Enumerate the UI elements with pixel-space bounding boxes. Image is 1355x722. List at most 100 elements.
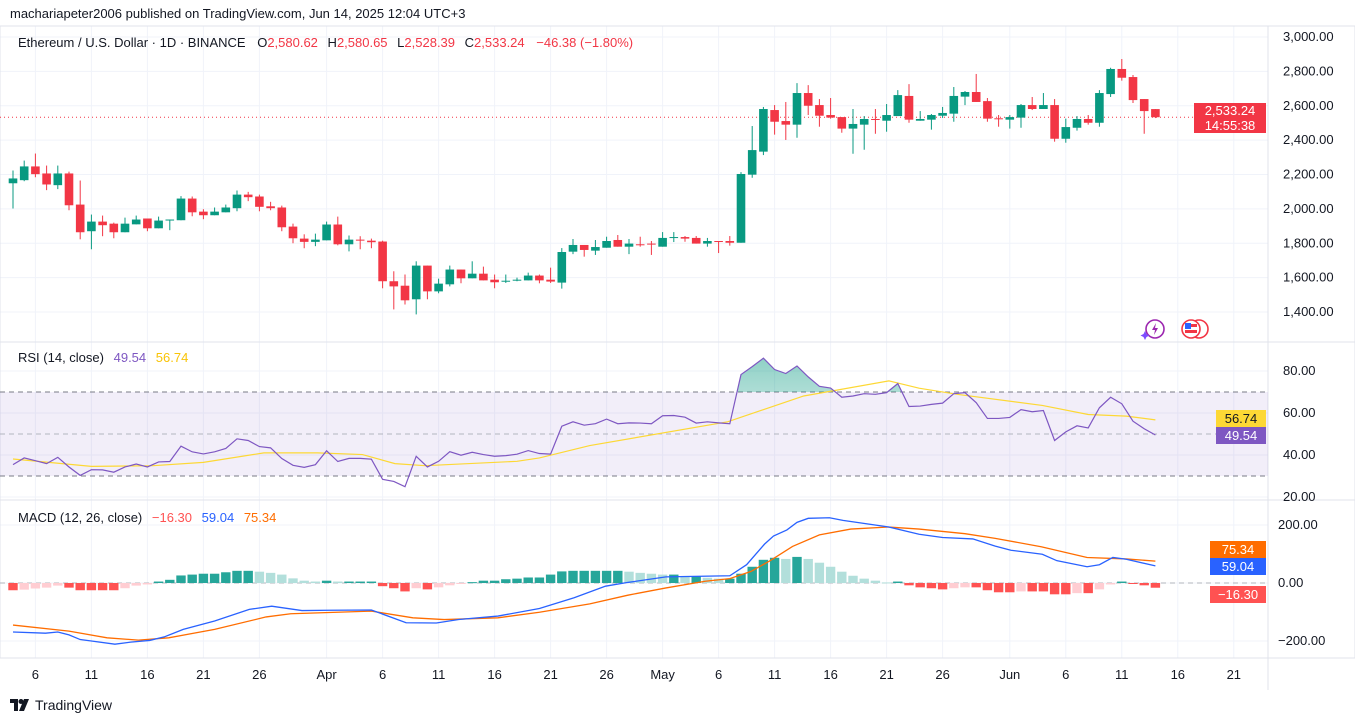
- macd-histogram-bar: [1049, 583, 1060, 595]
- candle: [602, 236, 611, 248]
- candle-body: [848, 123, 858, 129]
- candle: [927, 114, 936, 130]
- candle-body: [1072, 118, 1082, 128]
- price-tick-label: 1,800.00: [1283, 235, 1334, 250]
- candle-body: [53, 173, 63, 186]
- candle-body: [680, 237, 690, 239]
- candle: [344, 235, 354, 252]
- candle: [871, 109, 880, 134]
- candle-body: [322, 224, 331, 241]
- macd-histogram-bar: [209, 573, 220, 583]
- candle: [434, 278, 443, 294]
- macd-histogram-bar: [949, 583, 959, 589]
- open-value: 2,580.62: [267, 35, 318, 50]
- macd-pane[interactable]: [0, 517, 1268, 645]
- tradingview-logo[interactable]: TradingView: [10, 697, 112, 713]
- rsi-line: [12, 357, 1156, 488]
- open-label: O: [257, 35, 267, 50]
- candle-body: [445, 269, 455, 285]
- candle-body: [647, 243, 656, 245]
- candle-body: [971, 92, 981, 102]
- candle: [490, 274, 499, 289]
- candle-body: [1050, 105, 1059, 139]
- rsi-ma-badge: 56.74: [1216, 410, 1266, 427]
- macd-histogram-bar: [1061, 583, 1071, 595]
- last-price-text: 2,533.24: [1205, 103, 1256, 118]
- candle-body: [725, 241, 735, 243]
- candle-body: [893, 95, 903, 117]
- x-tick-label: 26: [935, 667, 949, 682]
- macd-histogram-bar: [848, 575, 858, 583]
- candle: [400, 274, 410, 305]
- x-tick-label: 6: [379, 667, 386, 682]
- macd-histogram-bar: [814, 562, 825, 583]
- candle-body: [355, 239, 365, 241]
- candle: [725, 236, 735, 246]
- candle: [882, 104, 891, 132]
- macd-histogram-bar: [747, 566, 757, 583]
- macd-title: MACD (12, 26, close): [18, 510, 142, 525]
- candle: [1095, 90, 1104, 127]
- macd-histogram-bar: [221, 572, 231, 583]
- candle-body: [75, 204, 85, 233]
- candle-body: [109, 223, 119, 233]
- candle: [893, 90, 903, 117]
- candle-body: [546, 279, 555, 282]
- candle: [232, 190, 242, 212]
- lightning-icon[interactable]: [1140, 319, 1165, 340]
- price-tick-label: 1,400.00: [1283, 304, 1334, 319]
- macd-histogram-bar: [680, 576, 690, 583]
- rsi-ma-value: 56.74: [156, 350, 189, 365]
- candle-body: [210, 211, 219, 216]
- candle: [714, 241, 723, 254]
- macd-histogram-bar: [669, 574, 679, 583]
- macd-histogram-bar: [1016, 583, 1026, 592]
- candle: [367, 238, 376, 249]
- price-pane[interactable]: [0, 59, 1268, 315]
- rsi-badge: 49.54: [1216, 427, 1266, 444]
- candle: [456, 269, 466, 284]
- candle: [109, 222, 119, 239]
- rsi-title: RSI (14, close): [18, 350, 104, 365]
- candle: [1005, 115, 1015, 129]
- x-tick-label: Apr: [316, 667, 337, 682]
- candle-body: [736, 173, 746, 243]
- candle-body: [983, 101, 992, 119]
- candle: [154, 216, 163, 229]
- high-label: H: [328, 35, 337, 50]
- ohlc-legend: Ethereum / U.S. Dollar · 1D · BINANCE O2…: [18, 35, 633, 50]
- macd-histogram-bar: [243, 570, 253, 583]
- candle-body: [266, 206, 275, 209]
- candle-body: [826, 115, 835, 118]
- high-value: 2,580.65: [337, 35, 388, 50]
- macd-histogram-bar: [97, 583, 108, 591]
- candle: [635, 236, 645, 247]
- candle: [747, 126, 757, 178]
- candle: [42, 165, 51, 191]
- candle-body: [938, 112, 947, 116]
- histogram-badge-text: −16.30: [1218, 587, 1258, 602]
- x-tick-label: Jun: [999, 667, 1020, 682]
- candle: [411, 261, 421, 315]
- candle-body: [815, 105, 824, 116]
- macd-histogram-bar: [725, 578, 735, 583]
- macd-badge: 59.04: [1210, 558, 1266, 575]
- macd-histogram-bar: [825, 566, 836, 583]
- candle-body: [311, 239, 320, 242]
- macd-histogram-bar: [937, 583, 948, 590]
- macd-histogram-bar: [769, 557, 780, 583]
- close-value: 2,533.24: [474, 35, 525, 50]
- candle-body: [288, 226, 298, 239]
- candle-body: [624, 243, 634, 247]
- candle-body: [87, 221, 96, 232]
- candle: [199, 209, 208, 220]
- macd-histogram-bar: [613, 570, 623, 583]
- candle-body: [747, 150, 757, 175]
- change-value: −46.38 (−1.80%): [536, 35, 633, 50]
- rsi-pane[interactable]: [0, 357, 1268, 488]
- candle-body: [568, 244, 578, 252]
- macd-histogram-bar: [904, 583, 914, 586]
- us-flag-icon[interactable]: [1181, 319, 1209, 339]
- rsi-tick-label: 80.00: [1283, 363, 1316, 378]
